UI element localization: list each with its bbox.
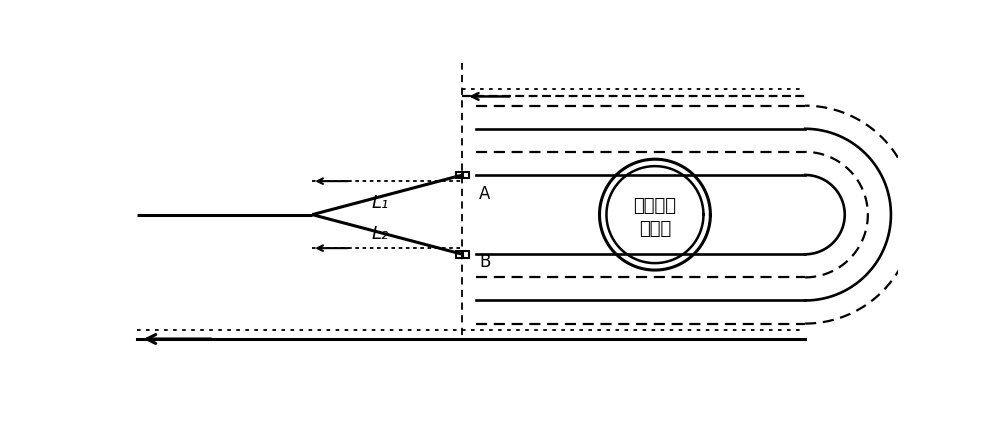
Bar bbox=[456, 172, 462, 179]
Bar bbox=[463, 172, 469, 179]
Bar bbox=[463, 251, 469, 258]
Bar bbox=[456, 251, 462, 258]
Text: 光纤环: 光纤环 bbox=[639, 220, 671, 238]
Text: L₁: L₁ bbox=[371, 193, 388, 211]
Text: 光子带隙: 光子带隙 bbox=[633, 196, 676, 214]
Text: A: A bbox=[479, 185, 490, 203]
Text: L₂: L₂ bbox=[371, 225, 388, 242]
Text: B: B bbox=[479, 252, 490, 271]
